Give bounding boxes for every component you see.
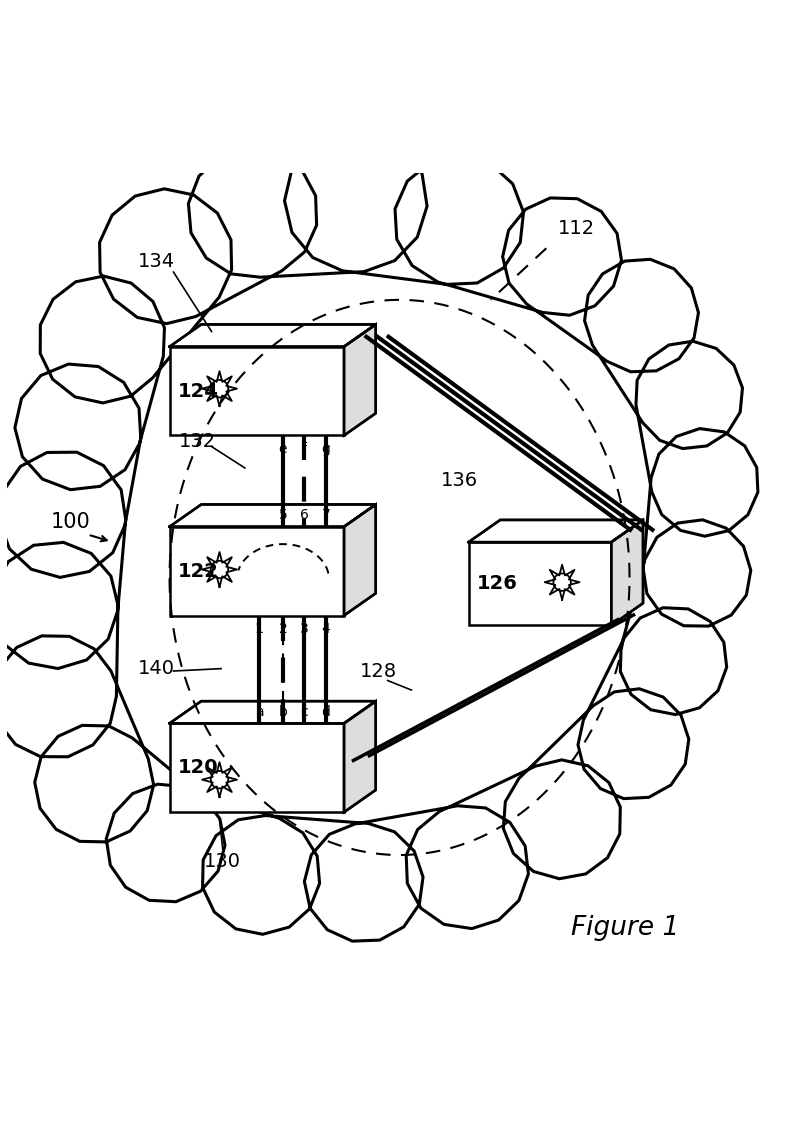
- Text: 140: 140: [137, 659, 174, 678]
- Text: 7: 7: [321, 508, 330, 522]
- Polygon shape: [169, 325, 376, 346]
- Bar: [169, 526, 344, 615]
- Bar: [169, 723, 344, 812]
- Text: 120: 120: [178, 759, 218, 777]
- Text: 100: 100: [51, 511, 90, 532]
- Polygon shape: [611, 519, 643, 625]
- Text: g: g: [321, 442, 330, 456]
- Polygon shape: [169, 505, 376, 526]
- Bar: [469, 542, 611, 625]
- Text: 134: 134: [137, 252, 174, 271]
- Polygon shape: [469, 519, 643, 542]
- Text: 1: 1: [255, 622, 264, 636]
- Text: 112: 112: [558, 219, 595, 238]
- Text: a: a: [255, 705, 263, 719]
- Bar: [169, 346, 344, 435]
- Text: 128: 128: [360, 662, 397, 680]
- Polygon shape: [344, 702, 376, 812]
- Polygon shape: [344, 505, 376, 615]
- Text: c: c: [300, 705, 308, 719]
- Text: 136: 136: [441, 472, 478, 490]
- Text: 4: 4: [321, 622, 330, 636]
- Text: f: f: [302, 442, 307, 456]
- Polygon shape: [344, 325, 376, 435]
- Polygon shape: [0, 131, 758, 941]
- Text: d: d: [321, 705, 330, 719]
- Text: 126: 126: [476, 574, 517, 593]
- Text: b: b: [278, 705, 287, 719]
- Text: 130: 130: [204, 852, 241, 871]
- Text: Figure 1: Figure 1: [571, 915, 679, 941]
- Text: 132: 132: [178, 432, 215, 451]
- Text: 6: 6: [300, 508, 309, 522]
- Text: e: e: [278, 442, 287, 456]
- Polygon shape: [169, 702, 376, 723]
- Text: 2: 2: [278, 622, 287, 636]
- Text: 5: 5: [278, 508, 287, 522]
- Text: 122: 122: [178, 562, 219, 581]
- Text: 3: 3: [300, 622, 309, 636]
- Text: 124: 124: [178, 382, 219, 401]
